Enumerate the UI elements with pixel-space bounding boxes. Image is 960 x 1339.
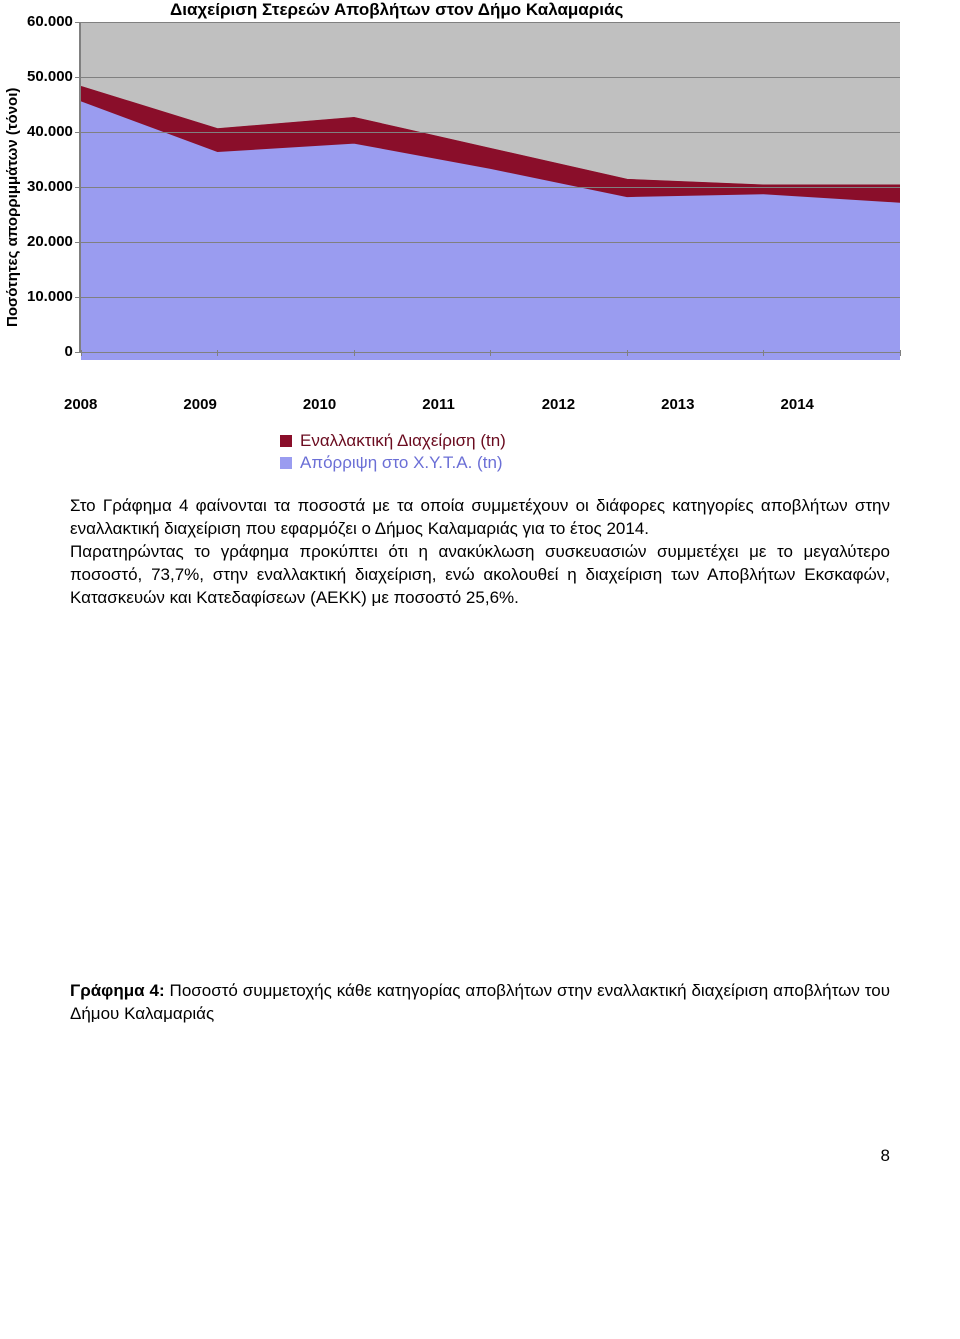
area-chart: Διαχείριση Στερεών Αποβλήτων στον Δήμο Κ… <box>0 0 900 413</box>
caption-label: Γράφημα 4: <box>70 981 165 1000</box>
legend-label: Εναλλακτική Διαχείριση (tn) <box>300 431 506 451</box>
x-axis: 2008 2009 2010 2011 2012 2013 2014 <box>82 392 900 413</box>
legend-item: Απόρριψη στο Χ.Υ.Τ.Α. (tn) <box>280 453 960 473</box>
plot-area <box>79 22 900 352</box>
y-axis: 60.000 50.000 40.000 30.000 20.000 10.00… <box>25 22 79 352</box>
figure-caption: Γράφημα 4: Ποσοστό συμμετοχής κάθε κατηγ… <box>70 980 890 1026</box>
legend-item: Εναλλακτική Διαχείριση (tn) <box>280 431 960 451</box>
body-text: Στο Γράφημα 4 φαίνονται τα ποσοστά με τα… <box>70 495 890 610</box>
caption-text: Ποσοστό συμμετοχής κάθε κατηγορίας αποβλ… <box>70 981 890 1023</box>
page-number: 8 <box>0 1146 890 1166</box>
x-tick: 2012 <box>542 396 661 413</box>
paragraph: Στο Γράφημα 4 φαίνονται τα ποσοστά με τα… <box>70 495 890 541</box>
chart-container: Ποσότητες απορριμμάτων (τόνοι) 60.000 50… <box>0 22 900 392</box>
y-axis-label: Ποσότητες απορριμμάτων (τόνοι) <box>0 22 25 392</box>
area-svg <box>81 22 900 360</box>
chart-legend: Εναλλακτική Διαχείριση (tn) Απόρριψη στο… <box>280 431 960 473</box>
x-tick: 2010 <box>303 396 422 413</box>
x-tick: 2013 <box>661 396 780 413</box>
x-tick: 2009 <box>183 396 302 413</box>
paragraph: Παρατηρώντας το γράφημα προκύπτει ότι η … <box>70 541 890 610</box>
legend-swatch <box>280 457 292 469</box>
x-tick: 2011 <box>422 396 541 413</box>
legend-label: Απόρριψη στο Χ.Υ.Τ.Α. (tn) <box>300 453 503 473</box>
chart-title: Διαχείριση Στερεών Αποβλήτων στον Δήμο Κ… <box>170 0 900 20</box>
x-tick: 2014 <box>781 396 900 413</box>
legend-swatch <box>280 435 292 447</box>
x-tick: 2008 <box>64 396 183 413</box>
